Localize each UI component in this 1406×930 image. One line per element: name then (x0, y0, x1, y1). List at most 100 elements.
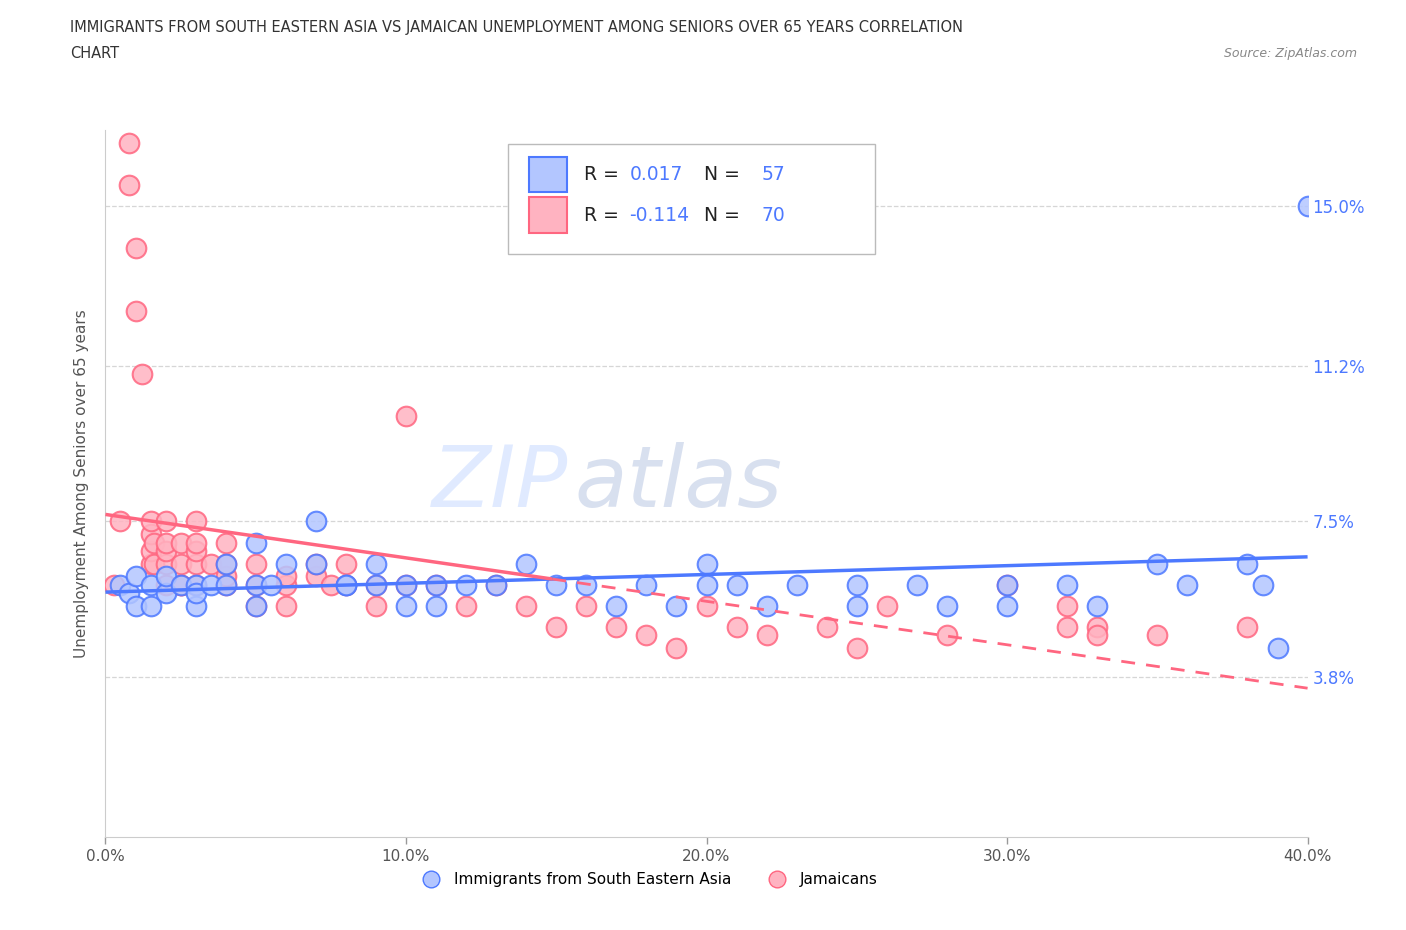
Point (876, 598, 898, 613)
Point (305, 514, 328, 529)
Point (155, 543, 177, 558)
Point (184, 598, 207, 613)
Point (755, 628, 778, 643)
Point (395, 578, 418, 592)
Point (124, 241, 146, 256)
Point (1085, 598, 1108, 613)
Point (725, 619, 748, 634)
Point (305, 569, 328, 584)
Point (364, 556, 387, 571)
Point (1236, 619, 1258, 634)
Point (124, 598, 146, 613)
Point (274, 578, 297, 592)
Point (184, 578, 207, 592)
Point (139, 526, 162, 541)
Point (274, 598, 297, 613)
Point (1085, 619, 1108, 634)
Text: CHART: CHART (70, 46, 120, 61)
Text: R =: R = (583, 166, 624, 184)
FancyBboxPatch shape (529, 197, 567, 232)
Text: 0.017: 0.017 (630, 166, 683, 184)
Point (485, 578, 508, 592)
Point (274, 556, 297, 571)
Text: atlas: atlas (574, 442, 782, 525)
Point (184, 514, 207, 529)
Point (425, 598, 447, 613)
Point (118, 586, 141, 601)
Point (155, 514, 177, 529)
Point (155, 556, 177, 571)
Point (845, 598, 868, 613)
Point (755, 598, 778, 613)
Point (131, 366, 153, 381)
Point (665, 598, 688, 613)
Point (305, 556, 328, 571)
Point (103, 578, 125, 592)
Text: R =: R = (583, 206, 624, 224)
Point (274, 569, 297, 584)
Point (155, 569, 177, 584)
Point (995, 578, 1018, 592)
Point (319, 578, 342, 592)
Point (1056, 578, 1078, 592)
Point (139, 556, 162, 571)
Point (936, 598, 959, 613)
Point (636, 578, 658, 592)
Point (214, 535, 236, 550)
Point (454, 598, 477, 613)
Point (725, 578, 748, 592)
Point (200, 578, 222, 592)
Point (335, 556, 357, 571)
Point (169, 578, 191, 592)
Point (786, 578, 808, 592)
Point (124, 569, 146, 584)
Point (214, 556, 236, 571)
Point (515, 598, 537, 613)
Point (110, 514, 132, 529)
Point (110, 578, 132, 592)
Point (245, 598, 267, 613)
FancyBboxPatch shape (508, 144, 875, 254)
Point (335, 578, 357, 592)
Point (395, 598, 418, 613)
Point (155, 586, 177, 601)
Text: ZIP: ZIP (432, 442, 568, 525)
Point (575, 598, 598, 613)
Point (936, 628, 959, 643)
Point (139, 578, 162, 592)
Point (169, 556, 191, 571)
Point (184, 556, 207, 571)
Point (515, 556, 537, 571)
Point (155, 578, 177, 592)
Point (815, 619, 838, 634)
Point (305, 556, 328, 571)
Point (605, 619, 627, 634)
Point (184, 543, 207, 558)
Point (155, 535, 177, 550)
Point (184, 535, 207, 550)
Point (142, 556, 165, 571)
Point (245, 535, 267, 550)
Point (696, 578, 718, 592)
Point (1175, 578, 1198, 592)
Point (169, 578, 191, 592)
Point (124, 304, 146, 319)
Legend: Immigrants from South Eastern Asia, Jamaicans: Immigrants from South Eastern Asia, Jama… (409, 866, 883, 893)
Text: Source: ZipAtlas.com: Source: ZipAtlas.com (1223, 46, 1357, 60)
Point (454, 578, 477, 592)
Point (364, 578, 387, 592)
Point (425, 578, 447, 592)
Point (1146, 628, 1168, 643)
Point (485, 578, 508, 592)
Text: -0.114: -0.114 (630, 206, 690, 224)
Point (214, 578, 236, 592)
Point (184, 578, 207, 592)
Text: 70: 70 (762, 206, 786, 224)
Point (1251, 578, 1274, 592)
Point (139, 514, 162, 529)
FancyBboxPatch shape (529, 157, 567, 193)
Text: N =: N = (692, 206, 747, 224)
Point (546, 578, 568, 592)
Point (214, 578, 236, 592)
Point (995, 598, 1018, 613)
